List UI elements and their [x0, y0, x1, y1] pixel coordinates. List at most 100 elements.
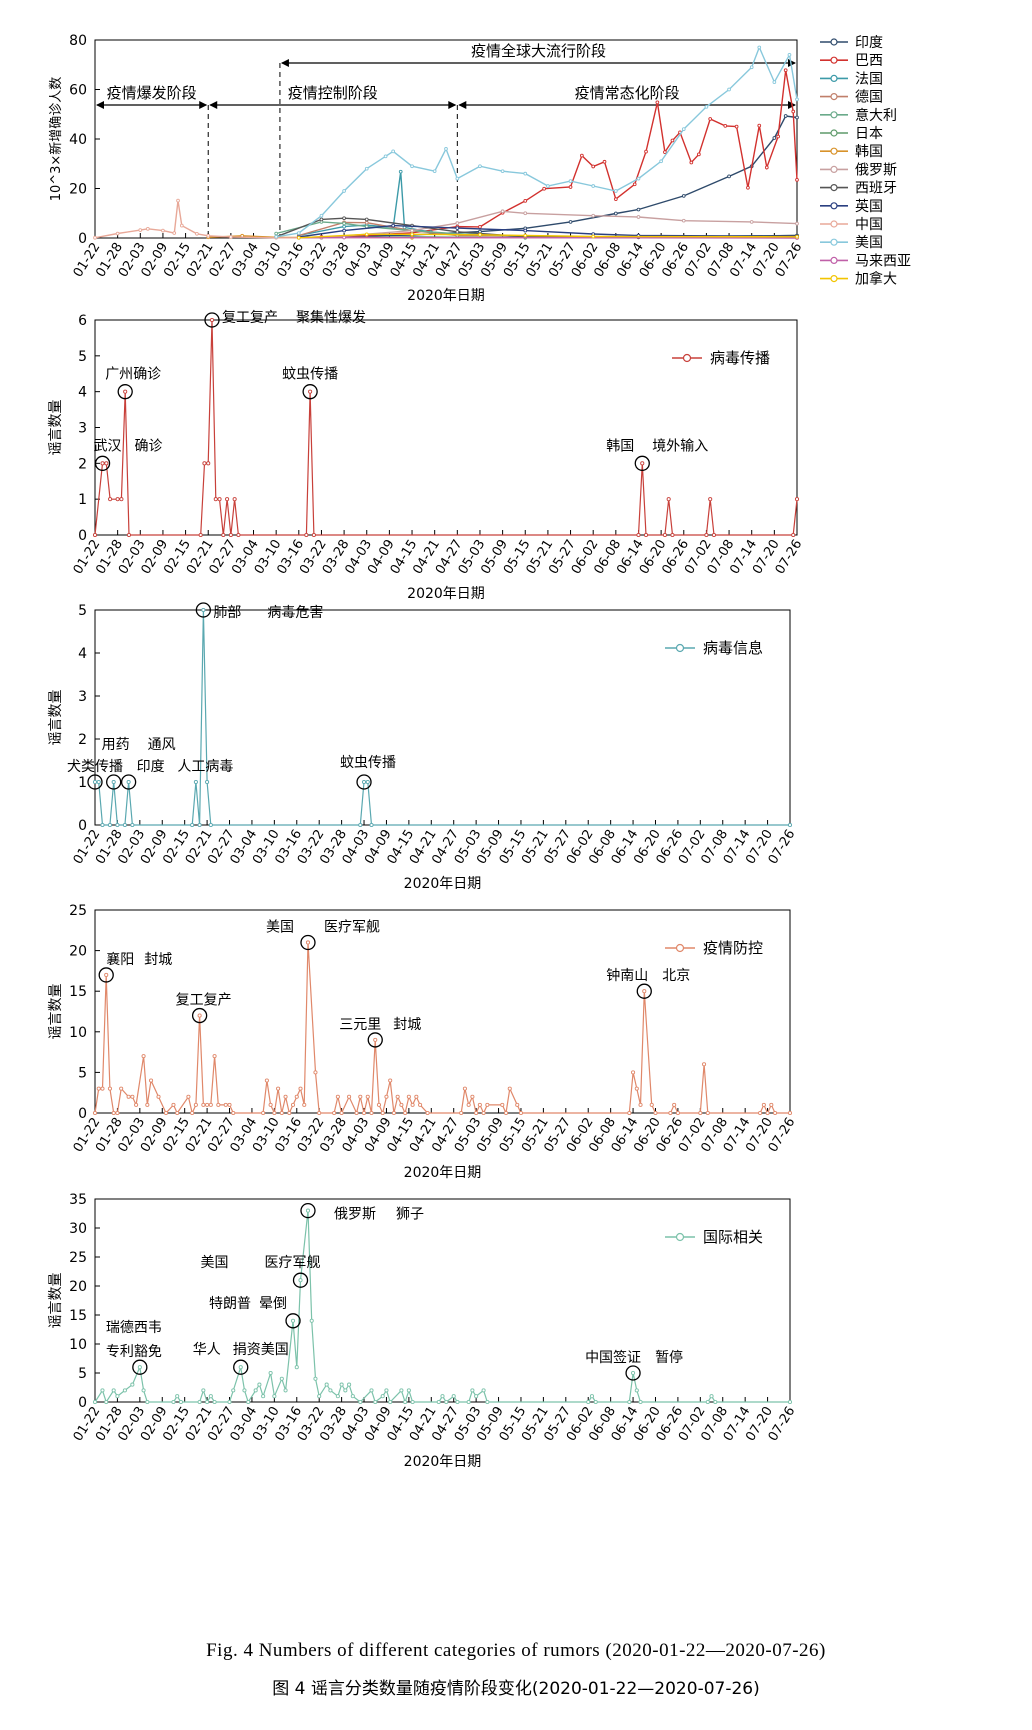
legend-marker [682, 353, 692, 363]
data-point [298, 1278, 303, 1283]
data-point [178, 1399, 183, 1405]
data-point [613, 189, 618, 193]
y-tick-label: 35 [69, 1192, 87, 1208]
data-point [242, 1388, 247, 1393]
y-tick-label: 3 [78, 689, 87, 705]
legend-label: 国际相关 [703, 1228, 763, 1246]
data-point [672, 1102, 677, 1107]
annotation-circle [87, 774, 103, 790]
data-point [212, 1054, 217, 1059]
legend-marker [830, 92, 838, 101]
data-point [675, 1110, 680, 1116]
data-point [96, 1086, 101, 1091]
annotation-label: 复工复产 [176, 992, 232, 1009]
annotation-label: 专利豁免 [106, 1343, 162, 1360]
data-point [746, 185, 750, 190]
data-point [398, 169, 403, 174]
annotation-label: 医疗军舰 [324, 919, 380, 935]
data-point [137, 1365, 142, 1370]
data-point [591, 184, 596, 188]
legend-marker [830, 238, 838, 246]
annotation-label: 北京 [662, 968, 690, 984]
data-point [130, 1382, 135, 1387]
y-tick-label: 25 [69, 903, 87, 919]
data-point [229, 235, 233, 239]
annotation-circle [204, 312, 220, 328]
data-point [145, 1399, 150, 1405]
data-point [406, 1094, 411, 1099]
data-point [787, 1110, 793, 1116]
data-point [523, 171, 528, 176]
data-point [602, 159, 607, 164]
data-point [772, 80, 777, 84]
data-point [290, 1102, 296, 1107]
data-point [92, 1110, 98, 1116]
chart-panel-1: 02040608001-2201-2802-0302-0902-1502-210… [48, 33, 911, 304]
y-tick-label: 15 [69, 984, 87, 1000]
data-point [791, 109, 796, 114]
data-point [708, 497, 713, 502]
data-point [257, 1382, 262, 1387]
data-point [523, 211, 528, 216]
phase-arrowhead [209, 101, 218, 109]
phase-arrowhead [96, 101, 104, 109]
annotation-label: 犬类传播 [67, 759, 123, 775]
data-point [723, 124, 728, 128]
y-tick-label: 5 [78, 603, 87, 619]
data-point [122, 1388, 127, 1393]
data-point [503, 1110, 509, 1116]
annotation-label: 蚊虫传播 [282, 367, 338, 383]
data-point [324, 1382, 329, 1387]
data-point [350, 1394, 355, 1399]
data-point [478, 232, 482, 237]
data-point [432, 169, 437, 174]
data-point [138, 228, 143, 232]
caption-english: Fig. 4 Numbers of different categories o… [206, 1640, 826, 1661]
data-point [171, 1102, 176, 1107]
data-point [414, 1094, 419, 1099]
data-point [148, 1078, 154, 1083]
data-point [515, 1102, 520, 1107]
data-point [115, 1394, 120, 1399]
data-point [206, 233, 211, 238]
annotation-label: 钟南山 [606, 967, 648, 984]
y-tick-label: 20 [69, 182, 87, 198]
data-point [485, 1399, 490, 1405]
figure-charts: 02040608001-2201-2802-0302-0902-1502-210… [48, 33, 911, 1470]
annotation-label: 封城 [393, 1017, 421, 1033]
data-point [115, 822, 120, 828]
data-point [474, 1394, 479, 1399]
data-point [111, 779, 116, 785]
annotation-circle [191, 1007, 208, 1024]
chart-panel-4: 051015202501-2201-2802-0302-0902-1502-21… [48, 903, 798, 1181]
data-point [662, 532, 667, 538]
data-point [111, 1110, 116, 1116]
annotation-circle [636, 983, 652, 999]
data-point [122, 822, 127, 828]
data-point [208, 822, 213, 828]
data-point [653, 1110, 658, 1116]
annotation-label: 俄罗斯 [334, 1207, 376, 1223]
data-point [358, 1399, 363, 1405]
legend-label: 西班牙 [855, 181, 897, 197]
data-point [466, 1399, 471, 1405]
data-point [176, 198, 180, 203]
data-point [361, 1110, 367, 1116]
annotation-label: 美国 [266, 919, 294, 935]
data-point [643, 532, 649, 538]
annotation-circle [292, 1272, 309, 1288]
data-point [640, 461, 645, 466]
data-point [342, 216, 346, 221]
data-point [649, 1102, 654, 1107]
data-point [478, 229, 482, 234]
data-point [274, 231, 279, 236]
annotation-circle [285, 1313, 301, 1329]
data-point [406, 1388, 411, 1393]
data-point [523, 233, 528, 238]
data-point [787, 1399, 793, 1405]
data-point [568, 179, 573, 183]
data-point [347, 1094, 352, 1099]
data-point [391, 149, 396, 154]
data-point [773, 1110, 778, 1116]
data-point [272, 1394, 277, 1399]
